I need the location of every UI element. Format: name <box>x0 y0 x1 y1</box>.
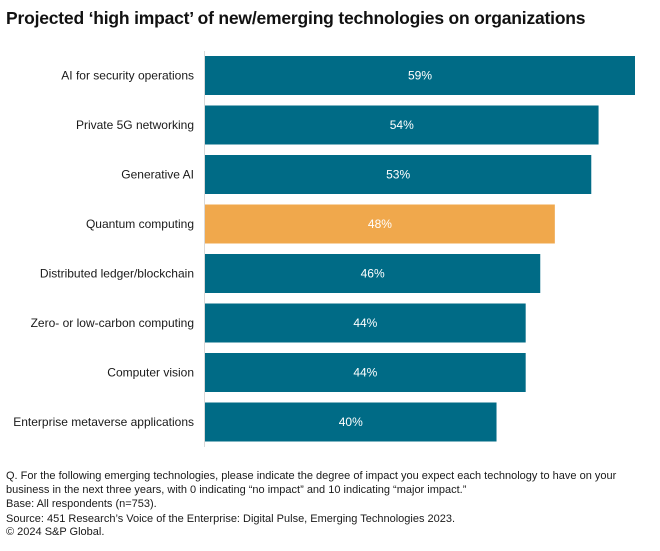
value-label: 44% <box>353 316 377 330</box>
bar-2 <box>205 155 592 194</box>
footer-base: Base: All respondents (n=753). <box>6 498 157 510</box>
category-label: Quantum computing <box>86 217 194 231</box>
category-label: Zero- or low-carbon computing <box>31 316 194 330</box>
footer-copyright: © 2024 S&P Global. <box>6 526 105 538</box>
value-label: 54% <box>390 118 414 132</box>
bar-chart: AI for security operations 59% Private 5G … <box>13 51 635 447</box>
value-label: 59% <box>408 69 432 83</box>
bar-6 <box>205 353 526 392</box>
value-label: 44% <box>353 366 377 380</box>
category-label: Enterprise metaverse applications <box>13 415 194 429</box>
bar-3 <box>205 204 555 244</box>
category-label: AI for security operations <box>61 69 194 83</box>
category-label: Private 5G networking <box>76 118 194 132</box>
value-label: 46% <box>361 267 385 281</box>
category-label: Generative AI <box>121 168 194 182</box>
bar-1 <box>205 105 599 145</box>
value-label: 53% <box>386 168 410 182</box>
bars-layer: AI for security operations 59% Private 5G … <box>13 56 635 442</box>
value-label: 48% <box>368 217 392 231</box>
bar-4 <box>205 254 541 293</box>
category-label: Distributed ledger/blockchain <box>40 267 194 281</box>
chart-footer: Q. For the following emerging technologi… <box>6 470 656 540</box>
footer-question: Q. For the following emerging technologi… <box>6 470 617 496</box>
bar-5 <box>205 303 526 343</box>
chart-title: Projected ‘high impact’ of new/emerging … <box>6 8 586 28</box>
category-label: Computer vision <box>107 366 194 380</box>
bar-0 <box>205 56 635 95</box>
value-label: 40% <box>339 415 363 429</box>
footer-source: Source: 451 Research’s Voice of the Ente… <box>6 512 456 525</box>
bar-7 <box>205 402 497 442</box>
